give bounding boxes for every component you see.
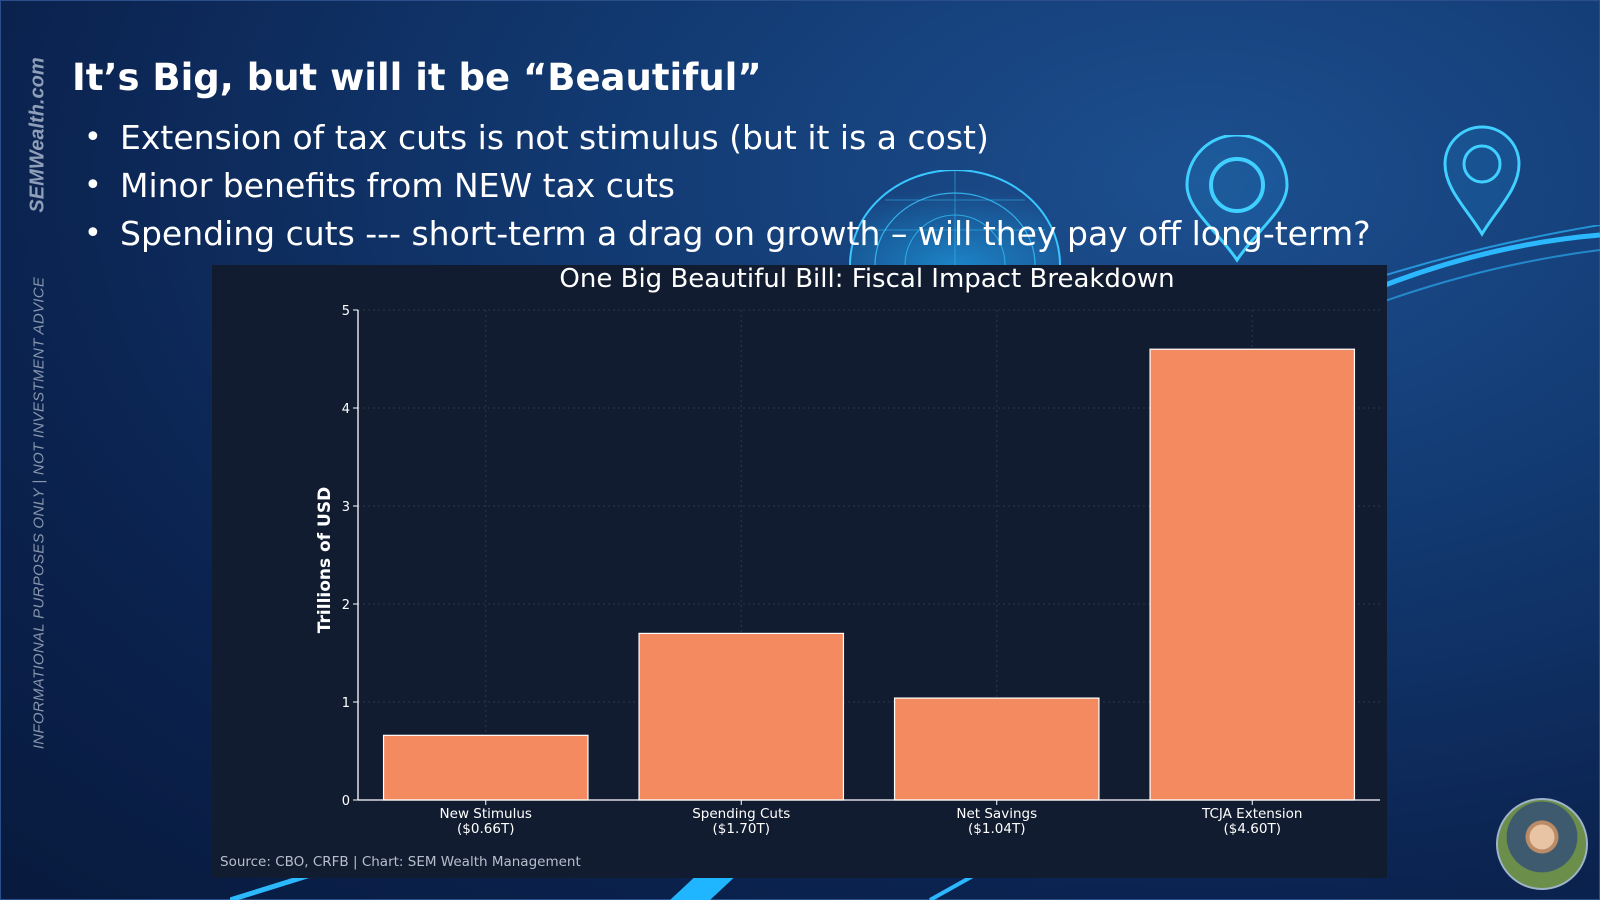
x-tick-sublabel: ($4.60T) (1224, 821, 1281, 837)
x-tick-sublabel: ($1.04T) (968, 821, 1025, 837)
x-tick-label: New Stimulus (440, 806, 532, 822)
bullet-item: Minor benefits from NEW tax cuts (84, 162, 1371, 210)
x-tick-label: Spending Cuts (692, 806, 790, 822)
presenter-avatar (1496, 798, 1588, 890)
brand-text: SEMWealth.com (26, 57, 49, 213)
bar-spending-cuts (638, 632, 845, 801)
y-tick-label: 5 (342, 304, 350, 319)
y-tick-label: 3 (342, 500, 350, 515)
brand-watermark: SEMWealth.com (26, 40, 50, 230)
chart-title: One Big Beautiful Bill: Fiscal Impact Br… (559, 265, 1174, 294)
y-tick-label: 0 (342, 794, 350, 809)
bullet-list: Extension of tax cuts is not stimulus (b… (84, 114, 1371, 258)
y-axis-label: Trillions of USD (315, 487, 335, 633)
slide-title: It’s Big, but will it be “Beautiful” (72, 56, 762, 99)
source-note: Source: CBO, CRFB | Chart: SEM Wealth Ma… (220, 854, 581, 870)
x-tick-label: Net Savings (956, 806, 1037, 822)
bars-group (382, 348, 1356, 801)
chart-panel: One Big Beautiful Bill: Fiscal Impact Br… (212, 265, 1387, 878)
x-tick-sublabel: ($0.66T) (457, 821, 514, 837)
y-tick-label: 4 (342, 402, 350, 417)
disclaimer-text: INFORMATIONAL PURPOSES ONLY | NOT INVEST… (30, 276, 48, 750)
bar-new-stimulus (382, 734, 589, 801)
y-tick-label: 2 (342, 598, 350, 613)
bar-chart: One Big Beautiful Bill: Fiscal Impact Br… (315, 265, 1380, 837)
disclaimer-watermark: INFORMATIONAL PURPOSES ONLY | NOT INVEST… (28, 276, 50, 750)
bullet-item: Spending cuts --- short-term a drag on g… (84, 210, 1371, 258)
x-tick-sublabel: ($1.70T) (713, 821, 770, 837)
speed-lines-graphic (1360, 225, 1600, 311)
bullet-item: Extension of tax cuts is not stimulus (b… (84, 114, 1371, 162)
x-tick-label: TCJA Extension (1201, 806, 1302, 822)
y-tick-label: 1 (342, 696, 350, 711)
bar-tcja-extension (1149, 348, 1356, 801)
bar-net-savings (893, 697, 1100, 801)
location-pin-icon-small (1443, 125, 1521, 237)
